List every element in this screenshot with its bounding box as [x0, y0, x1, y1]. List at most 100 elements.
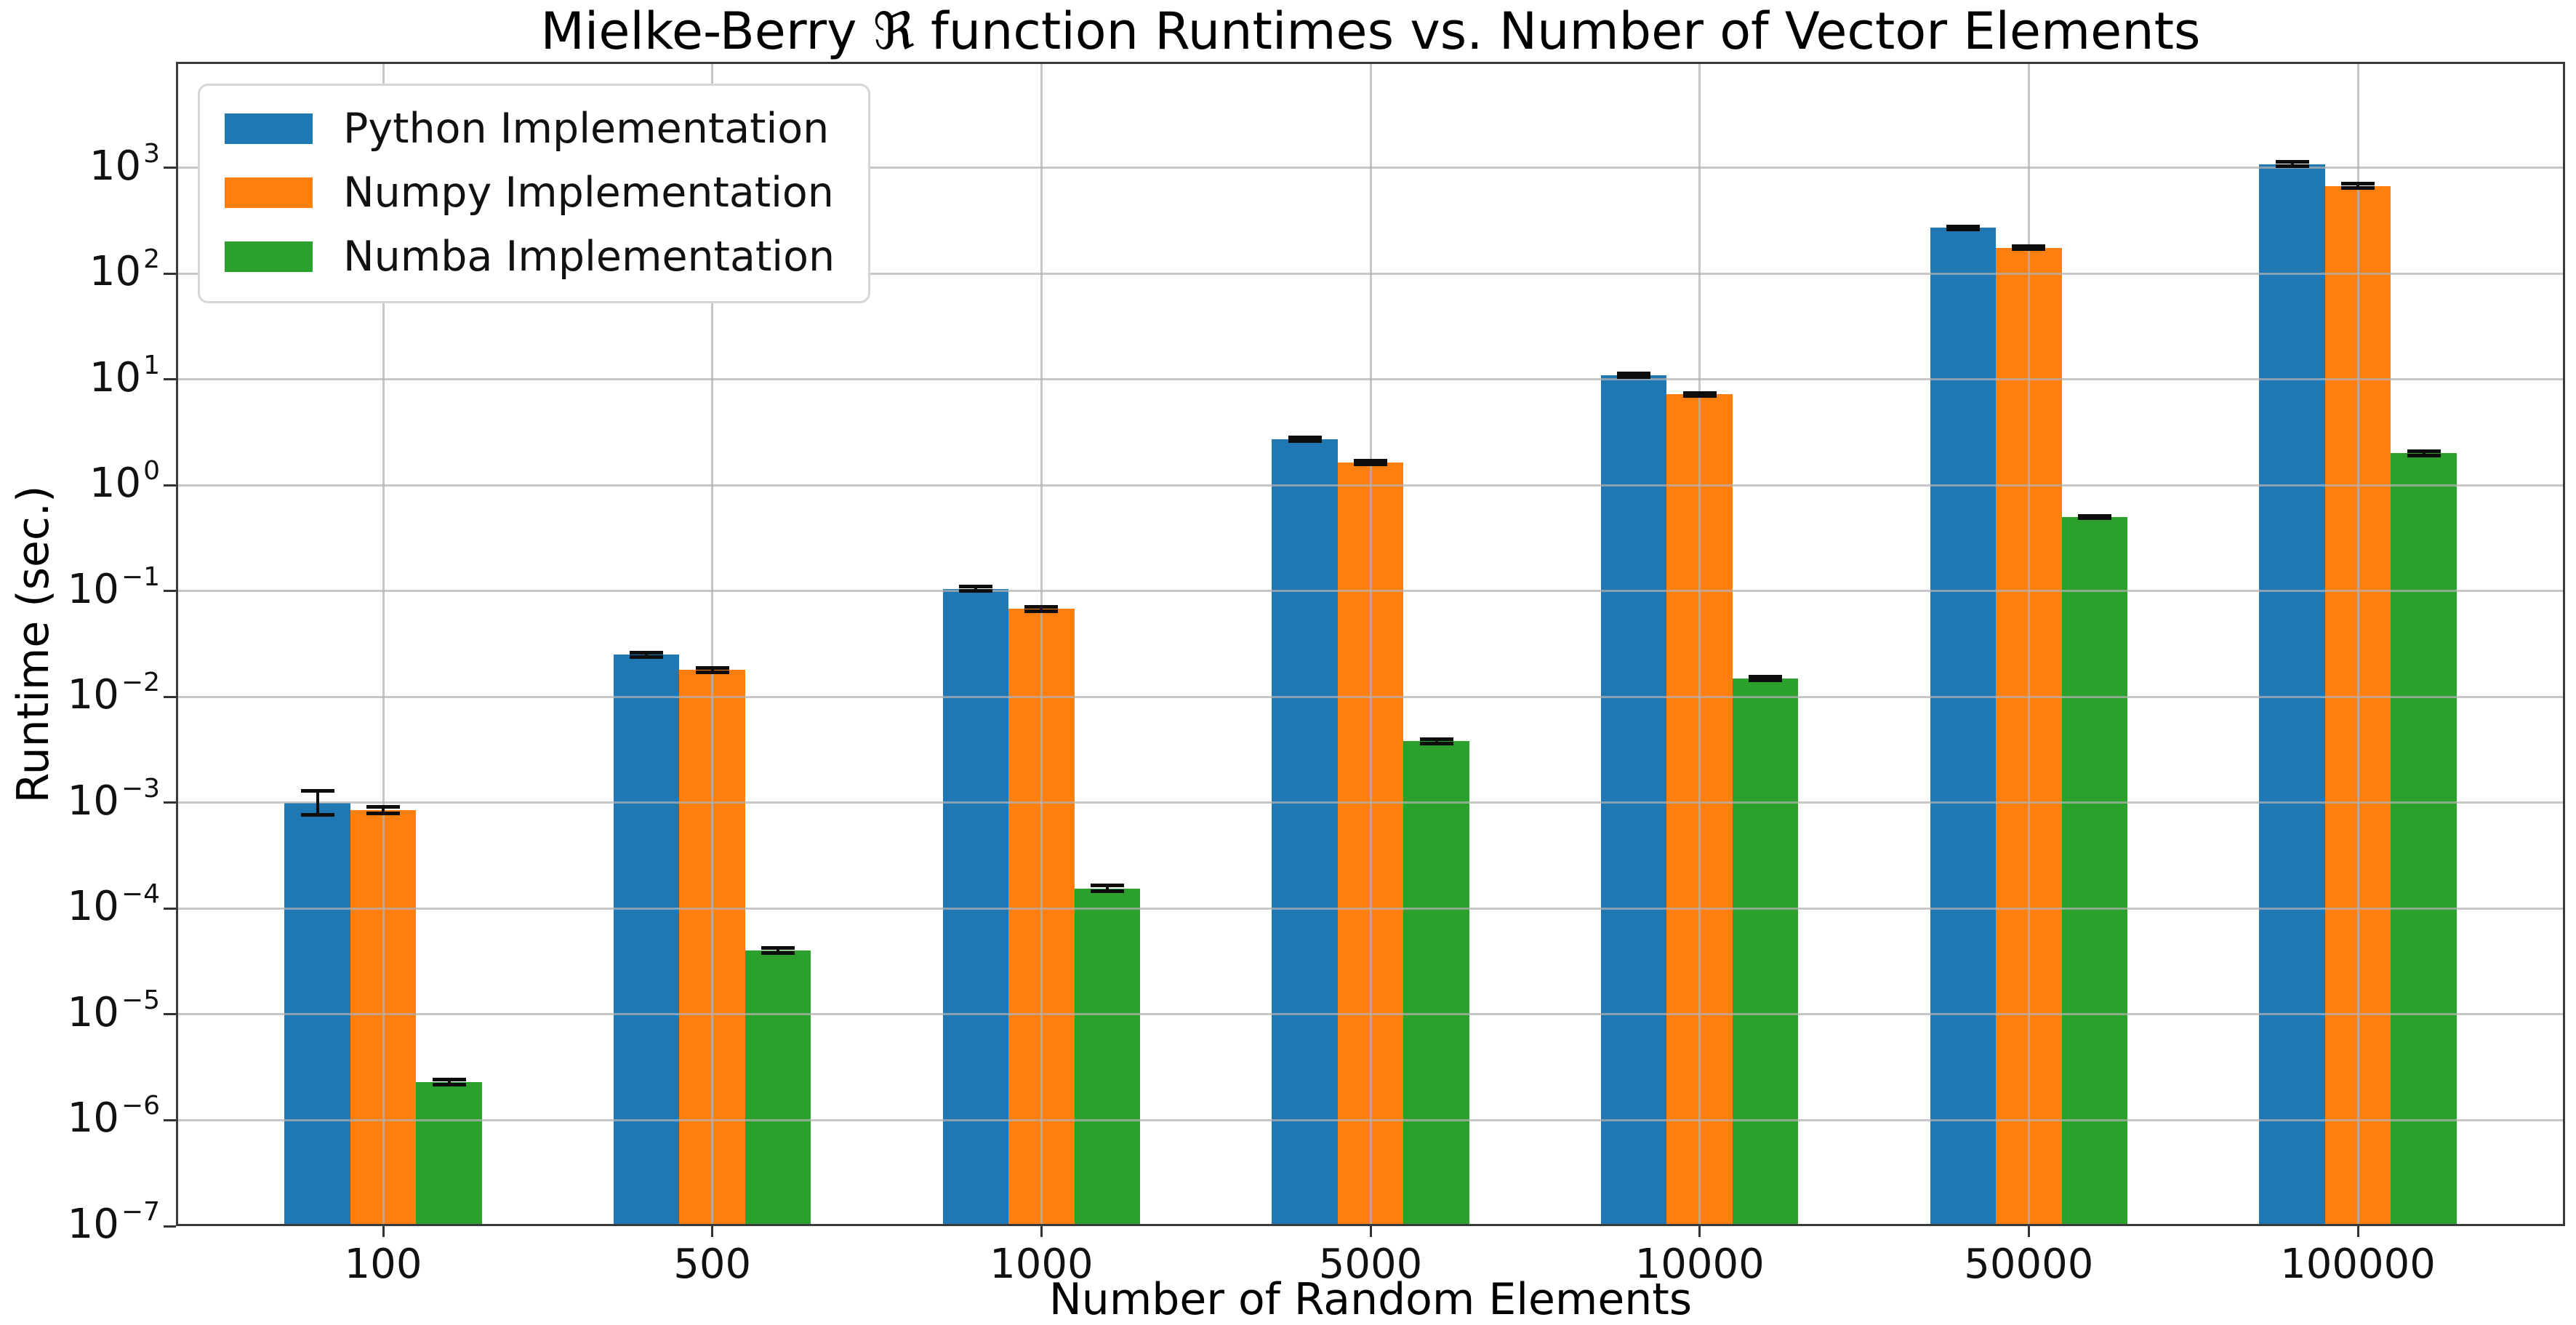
- y-tick-label-1e-5: 10−5: [67, 985, 160, 1036]
- error-bar-numba-100000-cap-bottom: [2407, 453, 2441, 457]
- x-tick-label-10000: 10000: [1634, 1241, 1765, 1288]
- error-bar-python-50000-cap-top: [1946, 224, 1980, 228]
- error-bar-numpy-50000-cap-bottom: [2012, 247, 2046, 252]
- y-tick-1e-5: [164, 1013, 176, 1016]
- x-tick-1000: [1040, 1226, 1043, 1237]
- error-bar-numba-50000-cap-top: [2077, 513, 2111, 518]
- error-bar-python-5000-cap-top: [1288, 436, 1322, 440]
- y-tick-exponent: −5: [121, 985, 160, 1015]
- error-bar-numpy-50000-cap-top: [2012, 244, 2046, 249]
- y-tick-exponent: 1: [143, 350, 160, 380]
- error-bar-numpy-1000-cap-bottom: [1024, 609, 1059, 613]
- error-bar-numba-10000-cap-top: [1749, 674, 1783, 678]
- error-bar-numpy-500-whisker: [710, 668, 714, 673]
- y-tick-label-1e-3: 10−3: [67, 773, 160, 825]
- legend-swatch-numpy: [225, 177, 313, 208]
- x-tick-100: [382, 1226, 385, 1237]
- x-tick-500: [711, 1226, 714, 1237]
- v-gridline-500: [711, 62, 714, 1226]
- x-tick-50000: [2027, 1226, 2030, 1237]
- error-bar-numba-100-cap-bottom: [432, 1082, 466, 1086]
- error-bar-python-100-cap-bottom: [300, 812, 334, 817]
- error-bar-python-500-cap-top: [630, 650, 664, 655]
- v-gridline-100: [382, 62, 385, 1226]
- error-bar-numba-1000-cap-top: [1090, 884, 1124, 888]
- error-bar-python-100000-cap-top: [2275, 160, 2309, 164]
- x-axis-label: Number of Random Elements: [1048, 1274, 1693, 1325]
- error-bar-numba-1000-cap-bottom: [1090, 889, 1124, 893]
- y-tick-1e-7: [164, 1225, 176, 1228]
- error-bar-python-100000-whisker: [2290, 161, 2294, 167]
- y-tick-label-1e-2: 10−2: [67, 668, 160, 719]
- error-bar-numba-5000-cap-bottom: [1419, 742, 1453, 746]
- legend-swatch-python: [225, 113, 313, 144]
- error-bar-numpy-100000-cap-bottom: [2341, 186, 2375, 191]
- y-tick-label-1e1: 101: [89, 350, 160, 401]
- y-axis-label: Runtime (sec.): [8, 485, 59, 804]
- y-tick-exponent: 0: [143, 456, 160, 487]
- y-tick-1e2: [164, 272, 176, 275]
- y-tick-exponent: −6: [121, 1091, 160, 1121]
- x-tick-100000: [2356, 1226, 2359, 1237]
- error-bar-numpy-10000-cap-bottom: [1682, 393, 1717, 398]
- bar-numba-100000: [2391, 453, 2457, 1226]
- bar-numba-500: [745, 950, 811, 1226]
- x-tick-5000: [1369, 1226, 1372, 1237]
- y-tick-1e3: [164, 167, 176, 169]
- y-tick-1e-2: [164, 695, 176, 698]
- bar-numba-1000: [1074, 888, 1141, 1226]
- error-bar-python-50000-cap-bottom: [1946, 227, 1980, 231]
- x-tick-label-50000: 50000: [1964, 1241, 2094, 1288]
- v-gridline-10000: [1698, 62, 1701, 1226]
- error-bar-python-100000-cap-bottom: [2275, 164, 2309, 169]
- error-bar-python-5000-cap-bottom: [1288, 439, 1322, 444]
- error-bar-numpy-5000-cap-bottom: [1354, 462, 1387, 466]
- legend: Python Implementation Numpy Implementatio…: [198, 84, 871, 303]
- error-bar-numba-100000-whisker: [2422, 451, 2425, 456]
- error-bar-numba-100-whisker: [447, 1079, 451, 1085]
- error-bar-numba-10000-cap-bottom: [1749, 678, 1783, 682]
- y-tick-label-1e2: 102: [89, 244, 160, 296]
- x-tick-10000: [1698, 1226, 1701, 1237]
- v-gridline-5000: [1369, 62, 1372, 1226]
- error-bar-numpy-100000-whisker: [2356, 183, 2359, 188]
- error-bar-python-500-cap-bottom: [630, 655, 664, 659]
- x-tick-label-1000: 1000: [990, 1241, 1094, 1288]
- error-bar-numpy-100-cap-top: [366, 804, 400, 809]
- error-bar-numba-50000-cap-bottom: [2077, 516, 2111, 521]
- error-bar-numpy-10000-cap-top: [1682, 391, 1717, 396]
- x-tick-label-5000: 5000: [1318, 1241, 1423, 1288]
- error-bar-numba-1000-whisker: [1105, 885, 1109, 892]
- y-tick-exponent: −7: [121, 1197, 160, 1227]
- y-tick-exponent: −2: [121, 668, 160, 698]
- error-bar-python-100-whisker: [316, 790, 319, 815]
- bar-python-10000: [1600, 375, 1667, 1226]
- y-tick-1e-6: [164, 1118, 176, 1121]
- y-tick-label-1e-4: 10−4: [67, 879, 160, 931]
- bar-numba-10000: [1732, 678, 1799, 1226]
- y-tick-label-1e-7: 10−7: [67, 1197, 160, 1248]
- error-bar-python-10000-cap-bottom: [1617, 375, 1651, 379]
- bar-python-500: [613, 655, 680, 1226]
- error-bar-numba-100000-cap-top: [2407, 449, 2441, 453]
- legend-label-numpy: Numpy Implementation: [343, 169, 834, 217]
- y-tick-exponent: −4: [121, 879, 160, 910]
- x-tick-label-100000: 100000: [2280, 1241, 2436, 1288]
- error-bar-numpy-100-whisker: [382, 806, 385, 814]
- legend-label-numba: Numba Implementation: [343, 233, 835, 281]
- bar-numba-100: [416, 1081, 482, 1226]
- bar-python-50000: [1930, 228, 1997, 1226]
- error-bar-python-500-whisker: [645, 652, 649, 657]
- bar-python-100000: [2259, 164, 2325, 1226]
- v-gridline-50000: [2027, 62, 2030, 1226]
- legend-item-python: Python Implementation: [225, 106, 835, 151]
- y-tick-exponent: 3: [143, 138, 160, 169]
- error-bar-numpy-100000-cap-top: [2341, 182, 2375, 186]
- v-gridline-1000: [1040, 62, 1043, 1226]
- error-bar-numba-5000-cap-top: [1419, 737, 1453, 741]
- bar-numba-50000: [2061, 516, 2128, 1226]
- x-tick-label-500: 500: [673, 1241, 752, 1288]
- error-bar-python-1000-cap-top: [958, 585, 992, 589]
- y-tick-label-1e-6: 10−6: [67, 1091, 160, 1142]
